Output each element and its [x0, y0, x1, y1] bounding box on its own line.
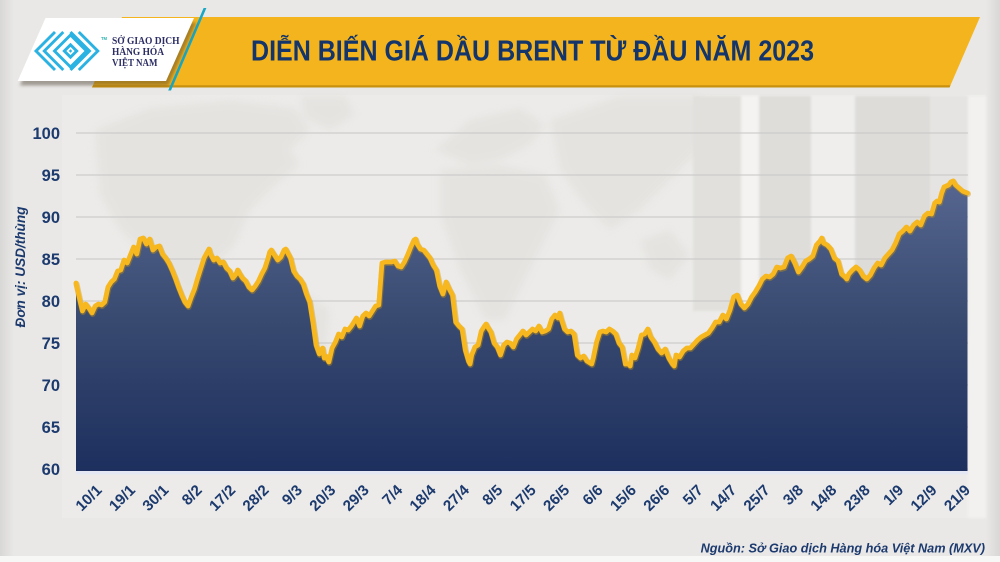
- svg-text:90: 90: [42, 209, 60, 227]
- svg-text:80: 80: [42, 293, 60, 311]
- svg-text:HÀNG HÓA: HÀNG HÓA: [112, 46, 165, 58]
- svg-text:Đơn vị: USD/thùng: Đơn vị: USD/thùng: [13, 206, 28, 328]
- svg-text:70: 70: [42, 377, 60, 395]
- svg-text:SỞ GIAO DỊCH: SỞ GIAO DỊCH: [112, 35, 180, 47]
- svg-text:60: 60: [42, 461, 60, 479]
- svg-text:95: 95: [42, 167, 60, 185]
- svg-text:VIỆT NAM: VIỆT NAM: [112, 56, 158, 69]
- svg-text:85: 85: [42, 251, 60, 269]
- svg-text:75: 75: [42, 335, 60, 353]
- svg-text:TM: TM: [101, 36, 108, 41]
- svg-text:65: 65: [42, 419, 60, 437]
- svg-text:Nguồn: Sở Giao dịch Hàng hóa V: Nguồn: Sở Giao dịch Hàng hóa Việt Nam (M…: [701, 542, 985, 556]
- svg-text:100: 100: [32, 125, 60, 143]
- svg-text:DIỄN BIẾN GIÁ DẦU BRENT TỪ ĐẦU: DIỄN BIẾN GIÁ DẦU BRENT TỪ ĐẦU NĂM 2023: [251, 36, 814, 68]
